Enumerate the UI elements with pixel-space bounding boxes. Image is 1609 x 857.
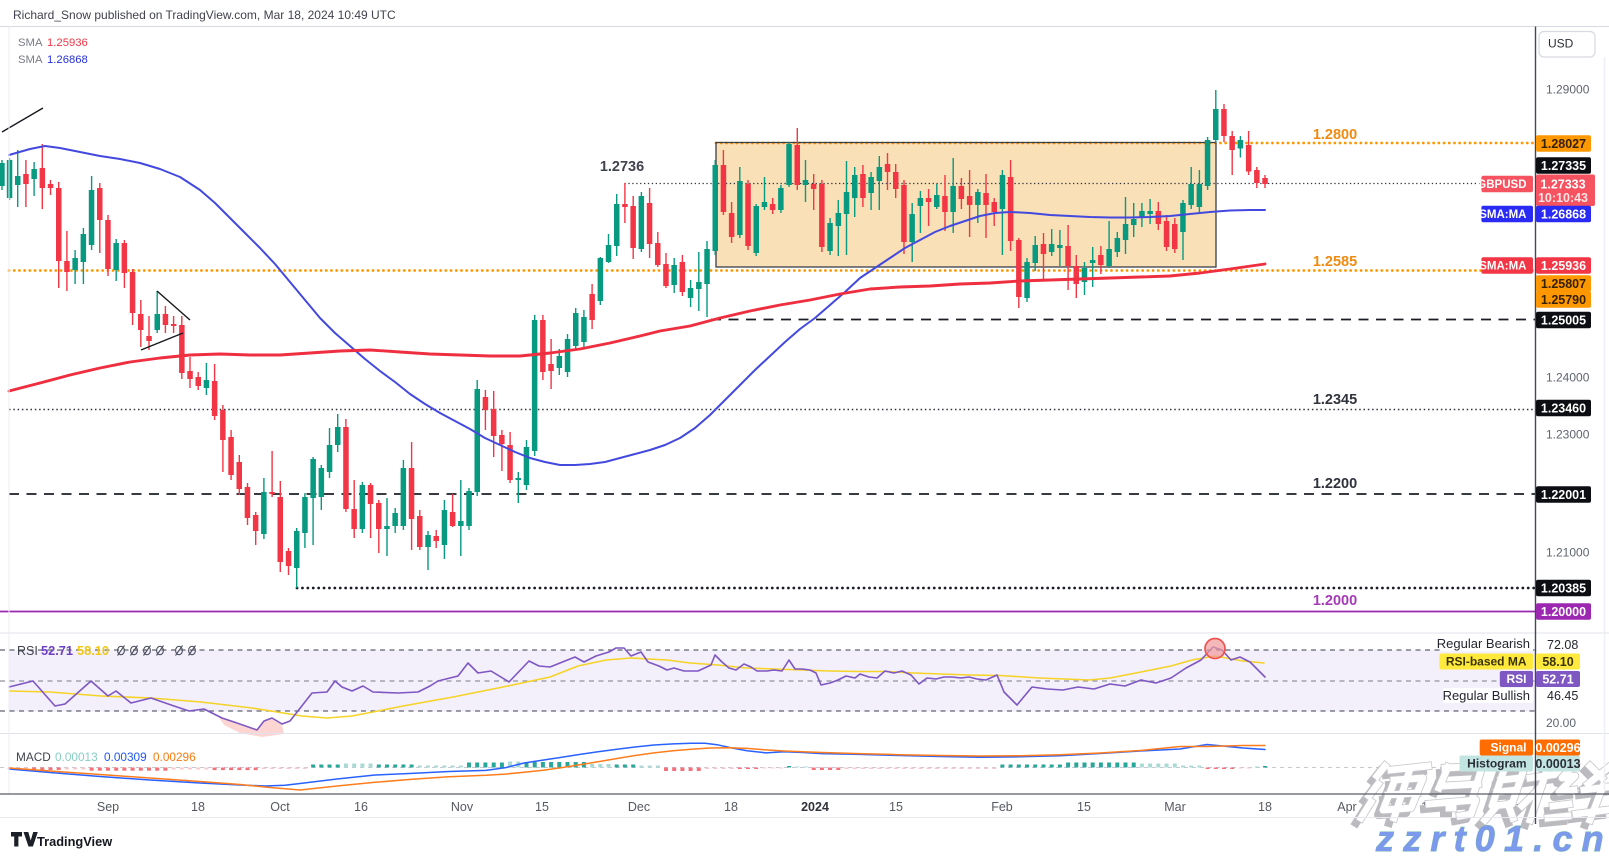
svg-text:TradingView: TradingView [37,834,112,849]
svg-text:RSI: RSI [17,644,38,658]
svg-text:Dec: Dec [628,800,650,814]
svg-text:10:10:43: 10:10:43 [1538,191,1588,205]
svg-text:1.29000: 1.29000 [1546,82,1590,96]
svg-text:Mar: Mar [1164,800,1186,814]
svg-text:1.2200: 1.2200 [1313,476,1357,492]
svg-text:1.2800: 1.2800 [1313,127,1357,143]
svg-text:1.25790: 1.25790 [1541,293,1586,307]
svg-text:46.45: 46.45 [1547,689,1578,703]
svg-text:1.20000: 1.20000 [1541,605,1586,619]
svg-text:15: 15 [535,800,549,814]
svg-text:18: 18 [191,800,205,814]
svg-text:1.20385: 1.20385 [1541,581,1586,595]
svg-text:0.00296: 0.00296 [1535,741,1580,755]
svg-text:MACD: MACD [16,750,51,764]
svg-text:Nov: Nov [451,800,474,814]
svg-text:15: 15 [889,800,903,814]
svg-text:2024: 2024 [801,800,829,814]
svg-text:zzrt01.cn: zzrt01.cn [1375,818,1609,857]
svg-text:SMA: SMA [18,54,43,66]
svg-text:1.25936: 1.25936 [1541,259,1586,273]
svg-text:20.00: 20.00 [1546,716,1576,730]
svg-text:52.71: 52.71 [41,643,73,658]
svg-text:1.26868: 1.26868 [47,54,88,66]
svg-text:1.21000: 1.21000 [1546,545,1590,559]
svg-text:USD: USD [1548,37,1574,51]
svg-text:18: 18 [1258,800,1272,814]
svg-text:58.10: 58.10 [1542,655,1573,669]
svg-text:GBPUSD: GBPUSD [1477,179,1526,191]
svg-text:0.00013: 0.00013 [1535,757,1580,771]
svg-text:SMA: SMA [18,37,43,49]
svg-text:1.2345: 1.2345 [1313,392,1357,408]
svg-text:RSI: RSI [1506,672,1526,686]
svg-text:1.26868: 1.26868 [1541,207,1586,221]
svg-text:Regular Bearish: Regular Bearish [1437,636,1530,651]
svg-text:RSI-based MA: RSI-based MA [1446,655,1527,669]
svg-text:0.00309: 0.00309 [104,750,147,764]
svg-text:Signal: Signal [1490,741,1526,755]
svg-text:1.25936: 1.25936 [47,37,88,49]
svg-text:16: 16 [354,800,368,814]
svg-text:Feb: Feb [991,800,1013,814]
svg-text:1.25807: 1.25807 [1541,277,1586,291]
svg-text:Regular Bullish: Regular Bullish [1443,688,1530,703]
svg-text:1.28027: 1.28027 [1541,137,1586,151]
svg-text:1.2585: 1.2585 [1313,254,1357,270]
svg-text:Oct: Oct [270,800,290,814]
svg-text:SMA:MA: SMA:MA [1479,261,1526,273]
svg-text:1.22001: 1.22001 [1541,488,1586,502]
svg-text:18: 18 [724,800,738,814]
svg-text:1.2000: 1.2000 [1313,593,1357,609]
svg-text:1.24000: 1.24000 [1546,370,1590,384]
svg-text:52.71: 52.71 [1542,672,1573,686]
svg-text:SMA:MA: SMA:MA [1479,209,1526,221]
svg-text:Richard_Snow published on Trad: Richard_Snow published on TradingView.co… [13,8,396,22]
svg-text:72.08: 72.08 [1547,638,1578,652]
svg-text:1.2736: 1.2736 [600,159,644,175]
svg-text:Apr: Apr [1337,800,1356,814]
svg-text:1.27333: 1.27333 [1540,178,1585,192]
svg-text:Sep: Sep [97,800,119,814]
svg-text:1.23000: 1.23000 [1546,427,1590,441]
svg-text:1.25005: 1.25005 [1541,313,1586,327]
svg-text:1.27335: 1.27335 [1541,159,1586,173]
svg-text:0.00296: 0.00296 [153,750,196,764]
svg-text:15: 15 [1077,800,1091,814]
svg-text:1.23460: 1.23460 [1541,401,1586,415]
svg-text:58.10: 58.10 [77,643,109,658]
svg-text:Histogram: Histogram [1467,757,1526,771]
svg-text:0.00013: 0.00013 [55,750,98,764]
